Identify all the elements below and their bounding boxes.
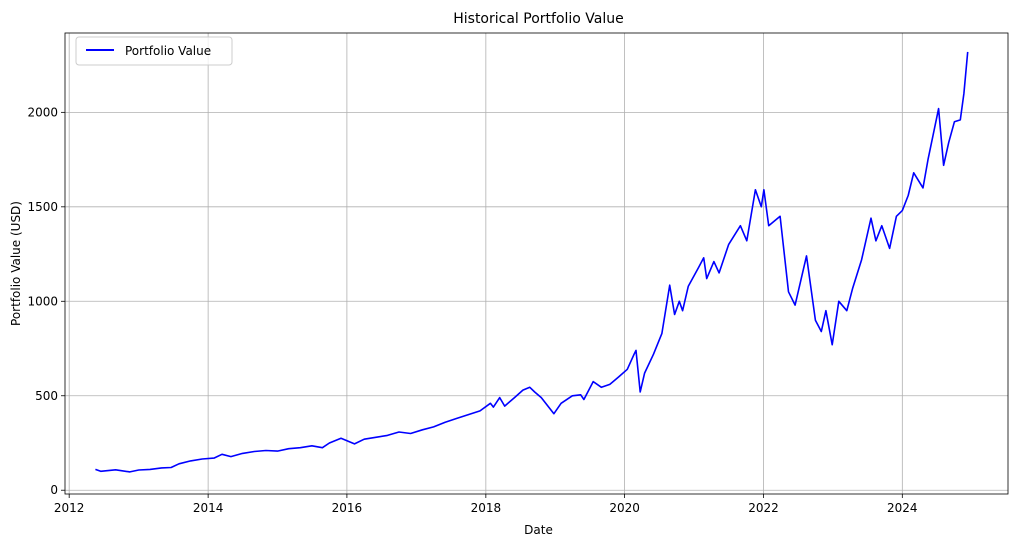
y-tick-label: 0 xyxy=(50,483,58,497)
x-tick-label: 2012 xyxy=(54,501,85,515)
legend: Portfolio Value xyxy=(75,36,233,66)
series-layer xyxy=(95,51,969,473)
y-tick-label: 1000 xyxy=(27,294,58,308)
grid-lines xyxy=(65,33,1008,494)
series-line-portfolio-value xyxy=(95,51,969,473)
plot-frame xyxy=(64,32,1009,495)
chart-title: Historical Portfolio Value xyxy=(453,11,624,27)
y-tick-label: 2000 xyxy=(27,105,58,119)
legend-box xyxy=(75,36,233,66)
y-axis-label: Portfolio Value (USD) xyxy=(9,201,23,326)
y-tick-label: 1500 xyxy=(27,200,58,214)
axis-ticks: 2012 2014 2016 2018 2020 2022 2024 0 500 1000 1500… xyxy=(27,105,917,515)
x-tick-label: 2018 xyxy=(471,501,502,515)
x-axis-label: Date xyxy=(524,523,553,537)
x-tick-label: 2016 xyxy=(332,501,363,515)
x-tick-label: 2014 xyxy=(193,501,224,515)
legend-label-portfolio-value: Portfolio Value xyxy=(125,44,211,58)
x-tick-label: 2020 xyxy=(609,501,640,515)
y-tick-label: 500 xyxy=(35,389,58,403)
x-tick-label: 2024 xyxy=(887,501,918,515)
x-tick-label: 2022 xyxy=(748,501,779,515)
